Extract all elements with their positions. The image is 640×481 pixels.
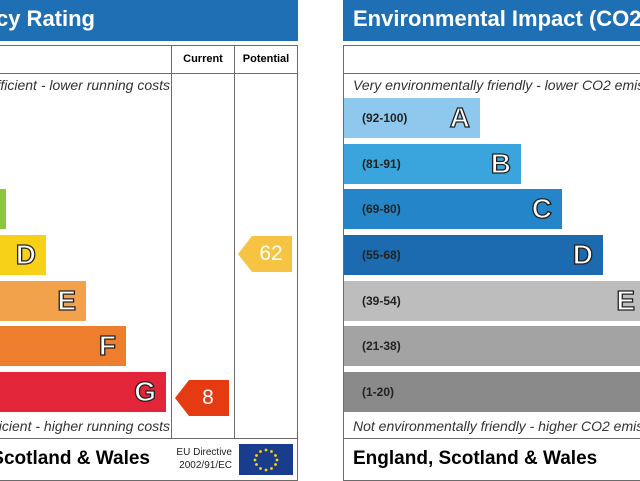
env-band-range: (39-54) [362,294,401,308]
env-band-range: (55-68) [362,248,401,262]
footer-divider [0,438,298,439]
current-column-divider [171,45,172,438]
energy-band-f: F [0,326,126,366]
potential-column-header: Potential [242,53,290,65]
env-bottom-caption: Not environmentally friendly - higher CO… [353,418,640,434]
environmental-rating-title: Environmental Impact (CO2) Rating [353,6,640,31]
energy-band-d: D [0,235,46,275]
energy-rating-title: Energy Efficiency Rating [0,6,95,31]
potential-rating-pointer: 62 [238,236,292,272]
energy-top-caption: Very energy efficient - lower running co… [0,77,170,93]
env-top-caption: Very environmentally friendly - lower CO… [353,77,640,93]
env-footer-divider [343,438,640,439]
env-band-range: (81-91) [362,157,401,171]
energy-band-letter: G [134,375,157,407]
energy-band-letter: E [57,284,77,316]
eu-directive-line1: EU Directive [176,447,232,458]
env-band-e: (39-54) E [344,281,640,321]
current-column-header: Current [183,53,223,65]
env-band-f: (21-38)F [344,326,640,366]
env-band-letter: B [490,147,512,179]
env-band-letter: A [449,101,471,133]
environmental-rating-title-bar: Environmental Impact (CO2) Rating [343,0,640,41]
env-band-a: (92-100) A [344,98,480,138]
env-band-range: (1-20) [362,385,395,399]
env-band-c: (69-80) C [344,189,562,229]
eu-directive-line2: 2002/91/EC [179,460,232,471]
energy-rating-title-bar: Energy Efficiency Rating [0,0,298,41]
env-band-b: (81-91) B [344,144,521,184]
eu-flag-icon [239,444,293,475]
env-band-range: (69-80) [362,202,401,216]
env-band-d: (55-68) D [344,235,603,275]
energy-footer-region: England, Scotland & Wales [0,448,150,469]
energy-band-letter: D [15,238,37,270]
current-rating-pointer: 8 [175,380,229,416]
energy-band-e: E [0,281,86,321]
energy-band-c: C [0,189,6,229]
env-band-letter: C [531,192,553,224]
eu-directive-label: EU Directive 2002/91/EC [150,446,232,472]
current-rating-value: 8 [202,386,214,409]
energy-band-g: G [0,372,166,412]
energy-band-letter: F [98,329,116,361]
potential-rating-value: 62 [259,242,283,265]
energy-bottom-caption: Not energy efficient - higher running co… [0,418,170,434]
env-footer-region: England, Scotland & Wales [353,448,598,469]
env-band-g: (1-20)G [344,372,640,412]
env-band-letter: E [616,284,636,316]
env-band-range: (21-38) [362,339,401,353]
env-band-range: (92-100) [362,111,408,125]
env-header-divider [343,73,640,74]
env-band-letter: D [572,238,594,270]
column-header-divider [0,73,298,74]
potential-column-divider [234,45,235,438]
